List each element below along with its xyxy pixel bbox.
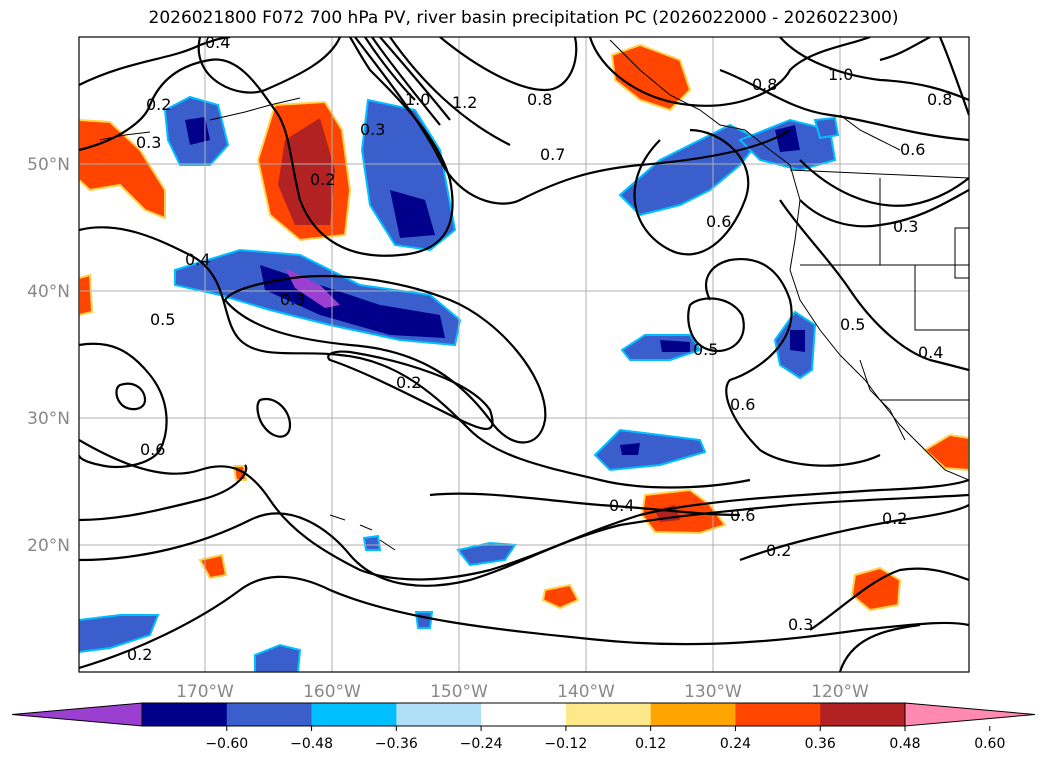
colorbar-swatch bbox=[481, 703, 567, 726]
colorbar-tick-label: 0.12 bbox=[635, 736, 666, 752]
contour-label: 0.2 bbox=[396, 373, 421, 392]
colorbar-tick-label: −0.36 bbox=[375, 736, 418, 752]
lon-tick-label: 170°W bbox=[176, 682, 234, 702]
latitude-labels: 50°N 40°N 30°N 20°N bbox=[27, 155, 70, 556]
map-frame bbox=[78, 36, 970, 673]
lat-tick-label: 40°N bbox=[27, 282, 70, 302]
lon-tick-label: 140°W bbox=[557, 682, 615, 702]
colorbar-tick-label: −0.48 bbox=[290, 736, 333, 752]
colorbar-tick-label: −0.24 bbox=[460, 736, 503, 752]
contour-label: 0.2 bbox=[882, 509, 907, 528]
lon-tick-label: 150°W bbox=[430, 682, 488, 702]
map-area: 0.4 0.2 0.3 1.0 1.2 0.8 0.8 1.0 0.8 0.7 … bbox=[79, 33, 969, 672]
colorbar-swatch bbox=[142, 703, 228, 726]
contour-label-layer: 0.4 0.2 0.3 1.0 1.2 0.8 0.8 1.0 0.8 0.7 … bbox=[127, 33, 952, 664]
colorbar-swatch bbox=[820, 703, 906, 726]
contour-label: 0.4 bbox=[609, 496, 634, 515]
contour-label: 0.8 bbox=[752, 75, 777, 94]
contour-label: 0.3 bbox=[360, 120, 385, 139]
colorbar-tick-label: 0.36 bbox=[805, 736, 836, 752]
contour-label: 0.5 bbox=[150, 310, 175, 329]
contour-label: 0.2 bbox=[766, 541, 791, 560]
contour-label: 0.2 bbox=[146, 95, 171, 114]
contour-label: 0.6 bbox=[730, 395, 755, 414]
colorbar-swatch bbox=[311, 703, 397, 726]
colorbar-swatch bbox=[396, 703, 482, 726]
contour-label: 0.2 bbox=[127, 645, 152, 664]
colorbar-tick-label: 0.60 bbox=[974, 736, 1005, 752]
coastlines bbox=[99, 39, 969, 551]
contour-label: 0.6 bbox=[730, 506, 755, 525]
contour-label: 0.7 bbox=[540, 145, 565, 164]
lon-tick-label: 120°W bbox=[811, 682, 869, 702]
colorbar-swatch bbox=[226, 703, 313, 726]
contour-label: 0.3 bbox=[893, 217, 918, 236]
colorbar-swatch bbox=[650, 703, 736, 726]
colorbar-tick-label: 0.24 bbox=[720, 736, 751, 752]
contour-label: 0.4 bbox=[918, 343, 943, 362]
contour-label: 0.4 bbox=[205, 33, 230, 52]
contour-label: 0.4 bbox=[185, 250, 210, 269]
colorbar-tick-label: 0.48 bbox=[889, 736, 920, 752]
map-title: 2026021800 F072 700 hPa PV, river basin … bbox=[148, 8, 899, 28]
colorbar-swatch bbox=[735, 703, 821, 726]
contour-label: 0.3 bbox=[788, 615, 813, 634]
contour-label: 1.0 bbox=[828, 65, 853, 84]
lon-tick-label: 160°W bbox=[303, 682, 361, 702]
lat-tick-label: 50°N bbox=[27, 155, 70, 175]
colorbar-extend-max bbox=[904, 702, 1036, 727]
colorbar-frame bbox=[141, 702, 906, 727]
colorbar-swatch bbox=[565, 703, 652, 726]
colorbar-tick-label: −0.12 bbox=[544, 736, 587, 752]
lat-tick-label: 20°N bbox=[27, 536, 70, 556]
contour-label: 1.2 bbox=[452, 93, 477, 112]
contour-label: 0.3 bbox=[136, 133, 161, 152]
lon-tick-label: 130°W bbox=[684, 682, 742, 702]
contour-label: 0.6 bbox=[140, 440, 165, 459]
contour-label: 0.5 bbox=[840, 315, 865, 334]
contour-label: 0.6 bbox=[706, 212, 731, 231]
contour-label: 1.0 bbox=[405, 90, 430, 109]
contour-label: 0.8 bbox=[927, 90, 952, 109]
contour-label: 0.6 bbox=[900, 140, 925, 159]
contour-label: 0.5 bbox=[693, 340, 718, 359]
pv-contours bbox=[79, 37, 969, 672]
contour-label: 0.8 bbox=[527, 90, 552, 109]
longitude-labels: 170°W 160°W 150°W 140°W 130°W 120°W bbox=[176, 682, 869, 702]
lat-tick-label: 30°N bbox=[27, 409, 70, 429]
colorbar-extend-min bbox=[11, 702, 143, 727]
contour-label: 0.2 bbox=[310, 170, 335, 189]
colorbar: −0.60 −0.48 −0.36 −0.24 −0.12 0.12 0.24 0.36 0.4… bbox=[11, 702, 1036, 752]
colorbar-tick-label: −0.60 bbox=[205, 736, 248, 752]
contour-label: 0.3 bbox=[280, 290, 305, 309]
